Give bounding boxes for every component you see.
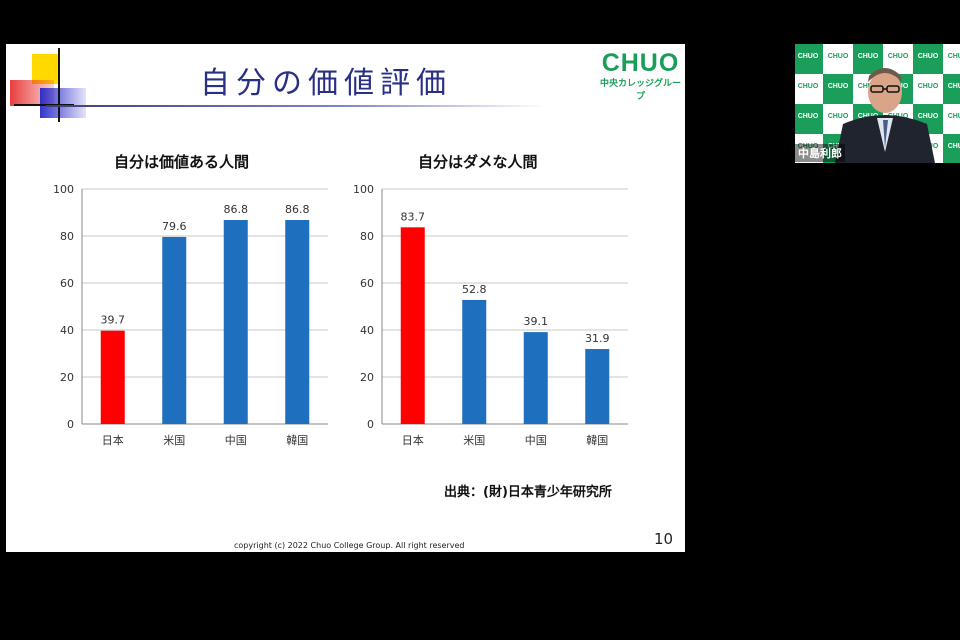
- bar-1-2: [162, 236, 187, 424]
- presentation-slide: 自分の価値評価 CHUO 中央カレッジグループ 自分は価値ある人間 自分はダメな…: [6, 44, 685, 552]
- presenter-figure: [835, 68, 935, 163]
- backdrop-tile: CHUO: [943, 74, 960, 104]
- backdrop-tile: CHUO: [943, 134, 960, 163]
- bar-2-3: [523, 332, 548, 424]
- data-label: 86.8: [285, 203, 310, 216]
- backdrop-logo-text: CHUO: [947, 83, 960, 90]
- backdrop-logo-text: CHUO: [917, 53, 939, 60]
- data-label: 52.8: [462, 283, 487, 296]
- backdrop-logo-text: CHUO: [947, 113, 960, 120]
- x-tick-label: 米国: [163, 434, 185, 447]
- backdrop-tile: CHUO: [795, 104, 823, 134]
- chart-1-title: 自分は価値ある人間: [114, 153, 250, 171]
- backdrop-tile: CHUO: [913, 74, 943, 104]
- copyright-text: copyright (c) 2022 Chuo College Group. A…: [234, 541, 465, 550]
- x-tick-label: 米国: [463, 434, 485, 447]
- y-tick-label: 80: [360, 230, 374, 243]
- bar-1-1: [100, 330, 125, 424]
- backdrop-tile: CHUO: [853, 44, 883, 74]
- backdrop-logo-text: CHUO: [827, 113, 849, 120]
- x-tick-label: 日本: [102, 433, 124, 447]
- backdrop-tile: CHUO: [943, 104, 960, 134]
- y-tick-label: 40: [60, 324, 74, 337]
- y-tick-label: 0: [367, 418, 374, 431]
- x-tick-label: 韓国: [286, 434, 308, 447]
- data-label: 39.1: [524, 315, 549, 328]
- y-tick-label: 60: [60, 277, 74, 290]
- bar-1-3: [223, 220, 248, 424]
- bar-2-4: [585, 349, 610, 424]
- slide-title: 自分の価値評価: [200, 66, 452, 101]
- bar-2-2: [462, 299, 487, 424]
- deco-yellow-square: [32, 54, 60, 84]
- backdrop-tile: CHUO: [795, 74, 823, 104]
- backdrop-logo-text: CHUO: [947, 53, 960, 60]
- presenter-video: CHUO CHUO CHUO CHUO CHUO CHUO CHUO CHUO CHUO CHUO…: [795, 44, 960, 163]
- chart-self-no-good: 0 20 40 60 80 100 83.7 日本 52.8 米国 39.1 中国 31.9 韓国: [353, 183, 628, 447]
- backdrop-logo-text: CHUO: [857, 83, 879, 90]
- deco-vertical-line: [58, 48, 60, 122]
- y-tick-label: 80: [60, 230, 74, 243]
- backdrop-tile: CHUO: [943, 44, 960, 74]
- backdrop-logo-text: CHUO: [827, 143, 849, 150]
- data-label: 86.8: [224, 203, 249, 216]
- backdrop-logo-text: CHUO: [797, 53, 819, 60]
- backdrop-logo-text: CHUO: [827, 53, 849, 60]
- source-citation: 出典：(財)日本青少年研究所: [444, 485, 612, 500]
- x-tick-label: 韓国: [586, 434, 608, 447]
- x-tick-label: 日本: [402, 433, 424, 447]
- y-tick-label: 60: [360, 277, 374, 290]
- page-number: 10: [654, 530, 674, 548]
- x-tick-label: 中国: [225, 434, 247, 447]
- logo-subtext: 中央カレッジグループ: [599, 79, 681, 102]
- backdrop-logo-text: CHUO: [797, 113, 819, 120]
- backdrop-tile: CHUO: [795, 134, 823, 163]
- presenter-name-label: 中島利郎: [795, 144, 845, 162]
- backdrop-tile: CHUO: [795, 44, 823, 74]
- deco-horizontal-line: [14, 104, 74, 106]
- data-label: 83.7: [401, 210, 426, 223]
- chart-self-worth: 0 20 40 60 80 100 39.7 日本 79.6 米国 86.8 中国 86.8 韓国: [53, 183, 328, 447]
- deco-blue-square: [40, 88, 86, 118]
- title-underline: [46, 105, 546, 107]
- backdrop-logo-text: CHUO: [797, 83, 819, 90]
- data-label: 39.7: [101, 314, 126, 327]
- backdrop-tile: CHUO: [823, 44, 853, 74]
- y-tick-label: 100: [53, 183, 74, 196]
- data-label: 79.6: [162, 220, 187, 233]
- x-tick-label: 中国: [525, 434, 547, 447]
- backdrop-logo-text: CHUO: [947, 143, 960, 150]
- backdrop-logo-text: CHUO: [917, 83, 939, 90]
- chuo-logo: CHUO 中央カレッジグループ: [596, 50, 685, 102]
- backdrop-tile: CHUO: [913, 44, 943, 74]
- data-label: 31.9: [585, 332, 610, 345]
- backdrop-logo-text: CHUO: [917, 113, 939, 120]
- backdrop-logo-text: CHUO: [827, 83, 849, 90]
- backdrop-tile: CHUO: [823, 74, 853, 104]
- y-tick-label: 40: [360, 324, 374, 337]
- y-tick-label: 100: [353, 183, 374, 196]
- chart-2-title: 自分はダメな人間: [418, 153, 538, 171]
- backdrop-logo-text: CHUO: [857, 53, 879, 60]
- backdrop-logo-text: CHUO: [797, 143, 819, 150]
- bar-1-4: [285, 220, 310, 424]
- y-tick-label: 20: [360, 371, 374, 384]
- y-tick-label: 20: [60, 371, 74, 384]
- logo-text: CHUO: [601, 49, 680, 77]
- y-tick-label: 0: [67, 418, 74, 431]
- backdrop-logo-text: CHUO: [887, 53, 909, 60]
- bar-2-1: [400, 227, 425, 424]
